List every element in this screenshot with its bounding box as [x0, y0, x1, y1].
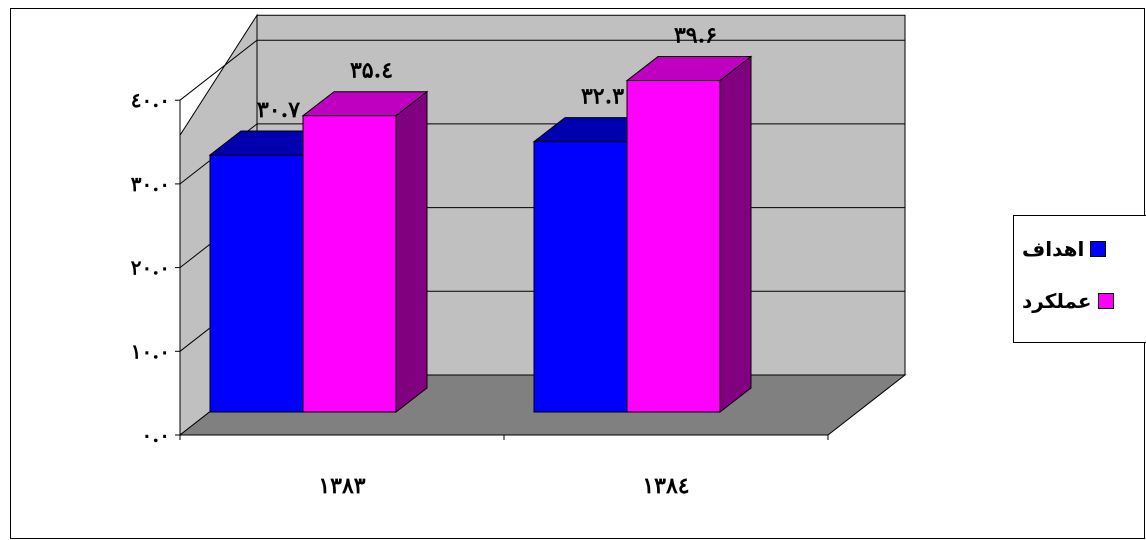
legend-item-ahdaf: اهداف: [1022, 234, 1107, 264]
bar-front: [302, 115, 397, 413]
legend-swatch-ahdaf: [1090, 241, 1107, 257]
gridline: [179, 39, 905, 101]
x-tick-labels: ۱۳۸۳ ۱۳۸٤: [318, 473, 689, 499]
bar-front: [533, 141, 628, 413]
bar-side: [395, 90, 428, 414]
legend-item-amalkard: عملکرد: [1022, 286, 1114, 316]
y-tick-label: ۳۰.۰: [131, 172, 170, 196]
bar-front: [626, 80, 721, 413]
legend: اهداف عملکرد: [1013, 215, 1146, 343]
bar-side: [719, 55, 752, 414]
y-tick-label: ۲۰.۰: [131, 256, 170, 280]
legend-label-ahdaf: اهداف: [1022, 237, 1085, 261]
legend-swatch-amalkard: [1097, 293, 1114, 309]
bar: [625, 55, 753, 414]
data-labels: ۳۰.۷ ۳۵.٤ ۳۲.۳ ۳۹.۶: [257, 23, 717, 123]
data-label: ۳۵.٤: [350, 58, 393, 84]
x-tick-label: ۱۳۸۳: [318, 473, 365, 499]
x-tick-label: ۱۳۸٤: [642, 473, 689, 499]
bar: [301, 90, 429, 414]
bar-front: [209, 154, 304, 413]
data-label: ۳۹.۶: [674, 23, 717, 49]
axes: [175, 99, 829, 440]
y-tick-labels: ۰.۰ ۱۰.۰ ۲۰.۰ ۳۰.۰ ٤۰.۰: [131, 88, 170, 447]
bars: [208, 55, 753, 414]
data-label: ۳۰.۷: [257, 97, 300, 123]
y-tick-label: ٤۰.۰: [131, 88, 170, 112]
y-tick-label: ۱۰.۰: [131, 339, 170, 363]
legend-label-amalkard: عملکرد: [1022, 289, 1092, 313]
data-label: ۳۲.۳: [581, 84, 624, 110]
y-tick-label: ۰.۰: [142, 423, 170, 447]
